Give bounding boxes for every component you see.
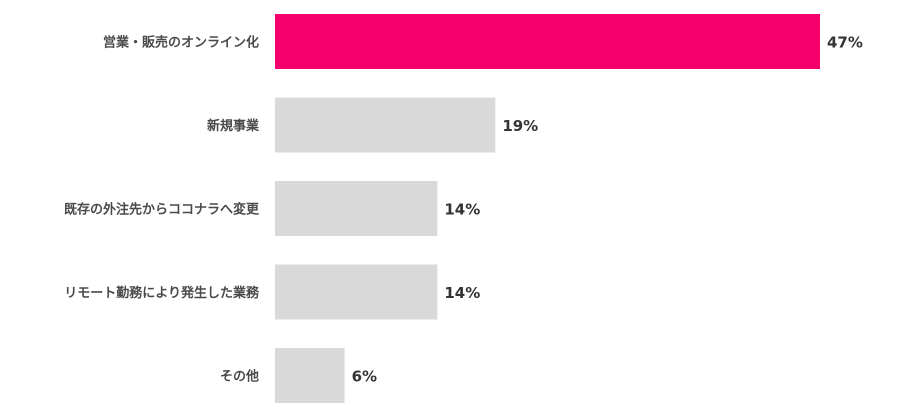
value-label: 47% — [827, 34, 863, 52]
category-label: リモート勤務により発生した業務 — [64, 285, 260, 301]
bar — [275, 181, 438, 236]
category-label: 新規事業 — [207, 118, 260, 134]
value-label: 6% — [352, 368, 377, 386]
bar — [275, 97, 496, 153]
category-label: 既存の外注先からココナラへ変更 — [64, 202, 260, 218]
bar — [275, 264, 438, 320]
value-label: 14% — [444, 201, 480, 219]
bar — [275, 348, 345, 403]
value-label: 14% — [444, 284, 480, 302]
category-label: その他 — [220, 369, 259, 385]
category-label: 営業・販売のオンライン化 — [103, 35, 259, 51]
bar — [275, 14, 820, 69]
value-label: 19% — [502, 117, 538, 135]
